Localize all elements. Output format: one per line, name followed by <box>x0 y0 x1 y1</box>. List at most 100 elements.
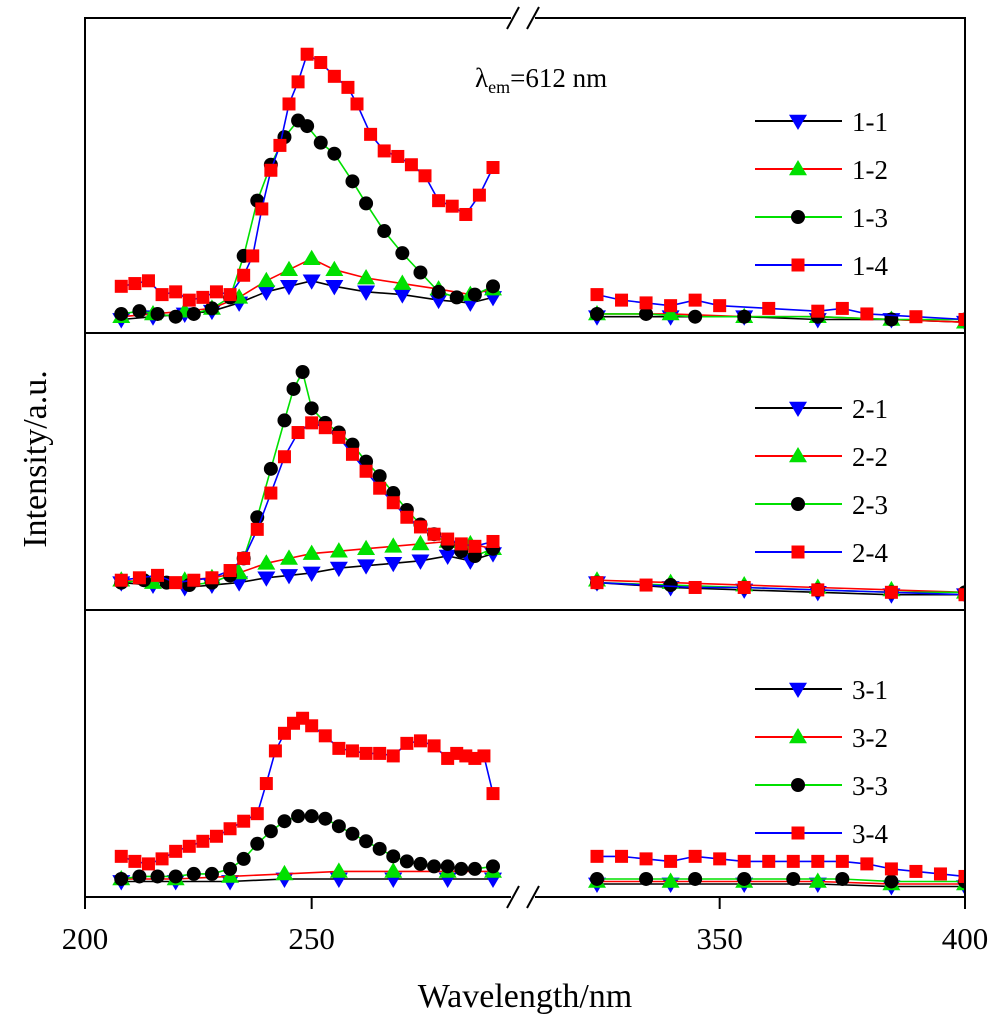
series-3-4-point-left-20 <box>359 746 373 760</box>
series-3-2-line-right <box>597 880 965 885</box>
series-1-4-point-left-18 <box>327 69 341 83</box>
series-3-4-point-left-4 <box>169 844 183 858</box>
series-1-3-point-left-3 <box>168 309 183 324</box>
series-3-4-point-left-8 <box>223 822 237 836</box>
series-3-3-point-left-8 <box>250 836 265 851</box>
series-1-4-point-right-2 <box>639 296 653 310</box>
series-2-4-point-left-11 <box>291 426 305 440</box>
series-2-4-point-left-17 <box>373 481 387 495</box>
legend-panel-3: 3-1 3-2 3-3 3-4 <box>755 675 888 849</box>
series-3-4-point-left-22 <box>386 749 400 763</box>
axis-break-gap-0 <box>511 15 535 21</box>
series-3-4-point-right-10 <box>835 854 849 868</box>
panel-1 <box>112 47 965 332</box>
legend-marker-1-3 <box>791 210 805 224</box>
series-3-3-point-left-14 <box>331 819 346 834</box>
axes-frame: 200 250 350 400 <box>62 6 988 956</box>
series-1-4-point-left-23 <box>391 149 405 163</box>
series-1-4-point-right-11 <box>958 312 965 326</box>
series-1-2-point-left-10 <box>393 274 412 290</box>
series-1-3-point-left-1 <box>132 304 147 319</box>
legend-label-2-4: 2-4 <box>852 538 888 568</box>
series-1-4-point-left-10 <box>246 249 260 263</box>
x-axis-label: Wavelength/nm <box>418 978 632 1015</box>
series-2-4-point-left-6 <box>223 564 237 578</box>
series-3-4-point-right-4 <box>688 849 702 863</box>
x-tick-label-200: 200 <box>62 921 109 956</box>
series-1-4-point-left-14 <box>282 97 296 111</box>
series-2-4-point-right-0 <box>590 576 604 590</box>
series-3-3-point-right-5 <box>835 871 850 886</box>
series-1-3-point-left-5 <box>204 301 219 316</box>
legend-label-3-2: 3-2 <box>852 723 888 753</box>
series-3-2-point-left-3 <box>275 864 294 881</box>
series-2-4-point-left-18 <box>386 496 400 510</box>
series-3-3-point-left-23 <box>454 861 469 876</box>
series-1-4-point-left-26 <box>432 194 446 208</box>
series-2-2-point-left-9 <box>357 539 376 556</box>
series-3-4-point-right-0 <box>590 849 604 863</box>
series-1-3-point-left-14 <box>327 146 342 161</box>
series-1-1-point-left-9 <box>357 285 376 301</box>
series-1-4-point-right-7 <box>811 304 825 318</box>
series-3-4-point-left-1 <box>128 854 142 868</box>
series-1-1-point-left-10 <box>393 288 412 304</box>
series-2-4 <box>114 416 965 602</box>
panel-3-series <box>112 711 965 896</box>
series-2-1-line-right <box>596 581 965 596</box>
series-3-4-point-left-9 <box>237 814 251 828</box>
series-3-3-point-right-4 <box>786 871 801 886</box>
series-3-3-point-left-16 <box>359 834 374 849</box>
series-1-4-point-left-2 <box>141 274 155 288</box>
series-3-3-point-right-0 <box>590 871 604 886</box>
series-2-4-point-left-7 <box>237 551 251 565</box>
series-1-3-point-left-0 <box>114 306 129 321</box>
series-3-4-point-left-25 <box>427 739 441 753</box>
series-3-4-point-right-8 <box>786 854 800 868</box>
series-3-4-point-left-21 <box>373 746 387 760</box>
series-3-3-point-left-13 <box>318 811 333 826</box>
series-3-4-line-right <box>597 855 965 878</box>
series-3-4-point-left-11 <box>259 777 273 791</box>
series-3-4-point-left-2 <box>141 857 155 871</box>
series-3-1-line-right <box>597 883 965 888</box>
series-3-4-point-left-5 <box>182 839 196 853</box>
series-2-4-point-right-4 <box>811 583 825 597</box>
series-1-4-point-left-15 <box>291 75 305 89</box>
series-1-4-point-left-24 <box>404 158 418 172</box>
series-1-3-point-left-17 <box>377 224 392 239</box>
series-1-3-point-right-1 <box>639 306 654 321</box>
series-3-3-point-right-2 <box>688 871 703 886</box>
series-3-4-point-right-2 <box>639 852 653 866</box>
plot-area <box>112 47 965 896</box>
legend-marker-1-1 <box>789 114 807 130</box>
axis-break-mark-0-a <box>506 6 520 30</box>
series-1-4-point-left-22 <box>377 144 391 158</box>
panel-1-series <box>112 47 965 332</box>
series-1-4-point-left-25 <box>418 169 432 183</box>
series-3-4-point-right-11 <box>860 857 874 871</box>
series-3-3-point-left-1 <box>132 869 147 884</box>
series-1-3-point-left-12 <box>300 119 315 134</box>
series-3-4-point-left-24 <box>413 734 427 748</box>
series-3-3 <box>114 809 965 889</box>
series-3-2-point-right-1 <box>661 872 680 888</box>
series-2-4-point-left-24 <box>468 539 482 553</box>
series-1-4-point-left-28 <box>459 207 473 221</box>
series-2-4-point-right-2 <box>688 580 702 594</box>
series-1-2-point-left-9 <box>357 269 376 285</box>
axis-break-gap-1 <box>511 894 535 900</box>
annotation-lambda: λ <box>475 63 488 93</box>
series-3-4 <box>114 711 965 883</box>
series-1-4-point-left-17 <box>314 56 328 70</box>
series-1-3-point-right-3 <box>737 309 752 324</box>
series-1-4-point-right-5 <box>713 299 727 313</box>
series-3-4-point-left-0 <box>114 849 128 863</box>
y-axis-label: Intensity/a.u. <box>17 370 54 548</box>
series-3-3-point-left-22 <box>440 859 455 874</box>
legend-label-3-1: 3-1 <box>852 675 888 705</box>
series-2-4-point-left-21 <box>427 527 441 541</box>
series-3-3-point-left-17 <box>372 841 387 856</box>
series-2-4-point-left-1 <box>132 571 146 585</box>
